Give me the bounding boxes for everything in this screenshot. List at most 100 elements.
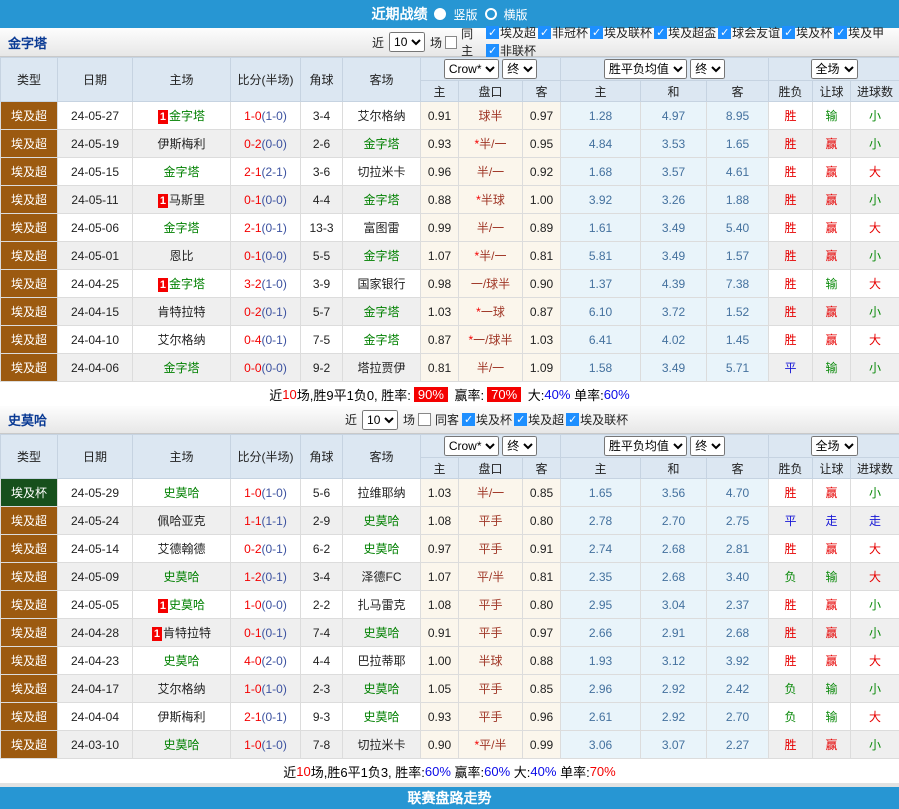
home-odds-cell: 1.00 (421, 647, 459, 675)
col-avg-draw: 和 (641, 458, 707, 479)
result-cell: 胜 (769, 186, 813, 214)
horizontal-view-label[interactable]: 横版 (504, 6, 528, 23)
home-odds-cell: 1.03 (421, 298, 459, 326)
league-checkbox[interactable] (718, 26, 731, 39)
footer-title[interactable]: 联赛盘路走势 (408, 788, 492, 808)
away-team-cell: 史莫哈 (343, 675, 421, 703)
league-checkbox[interactable] (514, 413, 527, 426)
footer-bar[interactable]: 联赛盘路走势 (0, 783, 899, 809)
vertical-view-label[interactable]: 竖版 (453, 6, 477, 23)
team-label: 伊斯梅利 (157, 137, 205, 151)
goals-result-cell: 大 (851, 535, 899, 563)
fulltime-score: 1-0 (244, 109, 261, 123)
page-title: 近期战绩 (371, 4, 427, 24)
team-label: 史莫哈 (363, 542, 399, 556)
star-mark: * (474, 137, 479, 151)
team-label: 史莫哈 (163, 654, 199, 668)
league-checkbox[interactable] (654, 26, 667, 39)
handicap-cell: 平手 (459, 675, 523, 703)
recent-count-select[interactable]: 10 (362, 410, 398, 430)
league-checkbox[interactable] (486, 44, 499, 57)
home-odds-cell: 0.93 (421, 130, 459, 158)
handicap-cell: 半/一 (459, 214, 523, 242)
away-odds-cell: 0.80 (523, 507, 561, 535)
league-filter: 埃及甲 (834, 24, 884, 41)
goals-result-cell: 小 (851, 186, 899, 214)
avg-final-select[interactable]: 终 (690, 59, 725, 79)
team-label: 金字塔 (163, 165, 199, 179)
away-odds-cell: 1.09 (523, 354, 561, 382)
full-match-select[interactable]: 全场 (811, 436, 858, 456)
avg-draw-cell: 3.53 (641, 130, 707, 158)
same-home-checkbox[interactable] (445, 36, 457, 49)
home-team-cell: 史莫哈 (133, 731, 231, 759)
away-odds-cell: 0.96 (523, 703, 561, 731)
summary-part: 赢率: (451, 762, 484, 781)
corner-cell: 7-4 (301, 619, 343, 647)
vertical-view-radio[interactable] (434, 8, 446, 20)
full-match-select[interactable]: 全场 (811, 59, 858, 79)
result-cell: 负 (769, 563, 813, 591)
team-label: 金字塔 (163, 221, 199, 235)
date-cell: 24-05-14 (58, 535, 133, 563)
summary-part: 90% (414, 387, 448, 402)
final-select[interactable]: 终 (502, 436, 537, 456)
avg-away-cell: 1.65 (707, 130, 769, 158)
league-label: 球会友谊 (732, 24, 780, 41)
scope-select-group: 全场 (769, 435, 899, 458)
home-odds-cell: 1.08 (421, 507, 459, 535)
avg-away-cell: 4.61 (707, 158, 769, 186)
home-team-cell: 艾德翰德 (133, 535, 231, 563)
col-away: 客场 (343, 58, 421, 102)
team2-results-table: 类型 日期 主场 比分(半场) 角球 客场 Crow* 终 胜平负均值 终 全场… (0, 434, 899, 759)
summary-part: 大: (524, 385, 544, 404)
halftime-score: (1-1) (262, 514, 287, 528)
avg-away-cell: 1.52 (707, 298, 769, 326)
avg-final-select[interactable]: 终 (690, 436, 725, 456)
avg-odds-select[interactable]: 胜平负均值 (604, 59, 687, 79)
avg-draw-cell: 4.39 (641, 270, 707, 298)
rank-badge: 1 (152, 627, 162, 641)
summary-part: 场,胜9平1负0, 胜率: (297, 385, 411, 404)
rank-badge: 1 (158, 599, 168, 613)
team-label: 史莫哈 (363, 682, 399, 696)
league-checkbox[interactable] (486, 26, 499, 39)
bookmaker-select[interactable]: Crow* (444, 59, 499, 79)
away-team-cell: 巴拉蒂耶 (343, 647, 421, 675)
home-team-cell: 艾尔格纳 (133, 326, 231, 354)
home-team-cell: 金字塔 (133, 354, 231, 382)
bookmaker-select[interactable]: Crow* (444, 436, 499, 456)
team-label: 金字塔 (363, 305, 399, 319)
home-team-cell: 伊斯梅利 (133, 130, 231, 158)
league-checkbox[interactable] (834, 26, 847, 39)
away-team-cell: 史莫哈 (343, 507, 421, 535)
league-checkbox[interactable] (590, 26, 603, 39)
result-cell: 胜 (769, 298, 813, 326)
same-away-checkbox[interactable] (418, 413, 431, 426)
halftime-score: (0-0) (262, 249, 287, 263)
fulltime-score: 0-4 (244, 333, 261, 347)
col-avg-away: 客 (707, 458, 769, 479)
league-type-cell: 埃及超 (1, 186, 58, 214)
col-handicap-home: 主 (421, 81, 459, 102)
final-select[interactable]: 终 (502, 59, 537, 79)
date-cell: 24-04-17 (58, 675, 133, 703)
avg-odds-select[interactable]: 胜平负均值 (604, 436, 687, 456)
handicap-cell: 平手 (459, 703, 523, 731)
league-checkbox[interactable] (782, 26, 795, 39)
fulltime-score: 0-1 (244, 626, 261, 640)
league-checkbox[interactable] (538, 26, 551, 39)
league-label: 埃及联杯 (604, 24, 652, 41)
horizontal-view-radio[interactable] (485, 8, 497, 20)
recent-count-select[interactable]: 10 (389, 32, 425, 52)
league-checkbox[interactable] (566, 413, 579, 426)
avg-home-cell: 1.28 (561, 102, 641, 130)
date-cell: 24-05-06 (58, 214, 133, 242)
avg-away-cell: 2.81 (707, 535, 769, 563)
league-checkbox[interactable] (462, 413, 475, 426)
summary-part: 赢率: (451, 385, 484, 404)
avg-draw-cell: 2.92 (641, 675, 707, 703)
